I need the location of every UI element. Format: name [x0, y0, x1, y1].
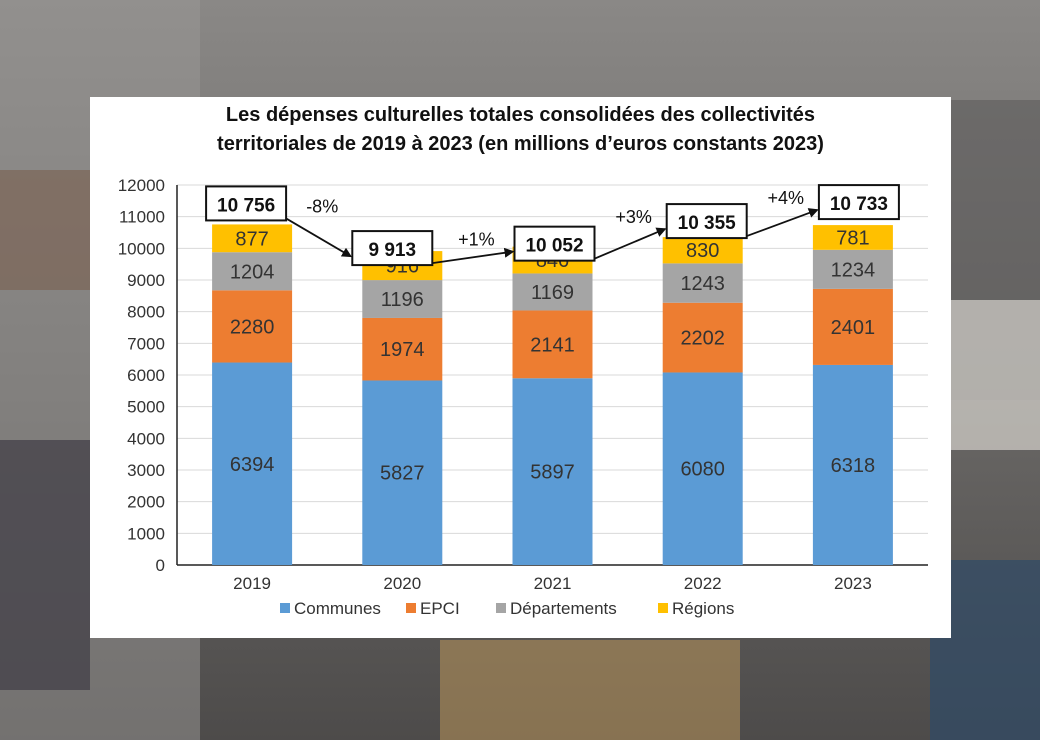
- chart-title-line-2: territoriales de 2019 à 2023 (en million…: [217, 133, 824, 155]
- chart-card: Les dépenses culturelles totales consoli…: [90, 97, 951, 638]
- bar-départements-2020: [362, 280, 443, 318]
- legend-swatch-epci: [406, 603, 416, 613]
- data-label: 6080: [680, 459, 725, 481]
- change-label: +4%: [768, 188, 805, 208]
- total-label: 10 733: [830, 194, 888, 215]
- bar-epci-2019: [212, 290, 293, 363]
- change-arrow: [594, 227, 667, 260]
- bar-régions-2019: [212, 224, 293, 253]
- y-tick-label: 11000: [119, 208, 165, 227]
- bar-epci-2021: [512, 310, 593, 379]
- data-label: 2280: [230, 316, 275, 338]
- bar-régions-2022: [662, 237, 743, 264]
- change-arrow: [432, 247, 515, 264]
- y-tick-label: 6000: [127, 366, 165, 385]
- y-tick-label: 4000: [127, 429, 165, 448]
- data-label: 6318: [831, 455, 876, 477]
- bar-départements-2022: [662, 263, 743, 303]
- data-label: 1169: [531, 282, 574, 304]
- legend-swatch-régions: [658, 603, 668, 613]
- x-tick-label: 2022: [684, 574, 722, 593]
- x-tick-label: 2023: [834, 574, 872, 593]
- bar-epci-2022: [662, 302, 743, 373]
- bar-communes-2023: [812, 364, 893, 565]
- change-label: +1%: [458, 230, 495, 250]
- total-box: [817, 184, 900, 221]
- total-box: [513, 225, 596, 262]
- bar-régions-2023: [812, 225, 893, 250]
- chart-title-line-1: Les dépenses culturelles totales consoli…: [225, 104, 816, 126]
- chart-title: Les dépenses culturelles totales consoli…: [90, 101, 951, 159]
- data-label: 2202: [680, 328, 725, 350]
- bar-communes-2020: [362, 380, 443, 565]
- x-tick-label: 2021: [534, 574, 572, 593]
- bar-départements-2021: [512, 273, 593, 311]
- y-tick-label: 10000: [118, 239, 165, 258]
- legend-swatch-communes: [280, 603, 290, 613]
- bar-communes-2021: [512, 378, 593, 565]
- legend-label: Départements: [510, 599, 617, 618]
- data-label: 1196: [381, 289, 424, 311]
- data-label: 5897: [530, 462, 575, 484]
- data-label: 1974: [380, 339, 425, 361]
- bar-communes-2022: [662, 372, 743, 565]
- data-label: 2401: [831, 317, 876, 339]
- change-arrow: [746, 208, 819, 237]
- data-label: 1243: [680, 273, 725, 295]
- y-tick-label: 12000: [118, 176, 165, 195]
- total-box: [351, 230, 434, 267]
- x-tick-label: 2019: [233, 574, 271, 593]
- y-tick-label: 0: [156, 556, 165, 575]
- data-label: 877: [235, 228, 268, 250]
- total-label: 10 052: [525, 236, 583, 257]
- data-label: 6394: [230, 454, 275, 476]
- total-label: 9 913: [369, 240, 417, 261]
- total-label: 10 355: [678, 213, 737, 234]
- y-tick-label: 5000: [127, 398, 165, 417]
- total-label: 10 756: [217, 195, 275, 216]
- legend-label: Régions: [672, 599, 734, 618]
- data-label: 830: [686, 240, 719, 262]
- legend-label: Communes: [294, 599, 381, 618]
- change-label: -8%: [306, 196, 338, 216]
- y-tick-label: 1000: [127, 524, 165, 543]
- data-label: 2141: [530, 334, 575, 356]
- y-tick-label: 7000: [127, 334, 165, 353]
- bar-epci-2023: [812, 288, 893, 365]
- legend-swatch-départements: [496, 603, 506, 613]
- bar-départements-2023: [812, 249, 893, 289]
- stacked-bar-chart: 0 1000 2000 3000 4000 5000 6000 7000 8000 9000 100…: [118, 176, 928, 618]
- total-box: [665, 203, 748, 240]
- data-label: 1204: [230, 261, 275, 283]
- bar-départements-2019: [212, 252, 293, 291]
- x-tick-label: 2020: [383, 574, 421, 593]
- y-tick-label: 9000: [127, 271, 165, 290]
- y-tick-label: 3000: [127, 461, 165, 480]
- bar-communes-2019: [212, 362, 293, 565]
- change-arrow: [285, 217, 353, 258]
- bar-epci-2020: [362, 317, 443, 381]
- data-label: 5827: [380, 463, 425, 485]
- legend-label: EPCI: [420, 599, 460, 618]
- change-label: +3%: [615, 207, 652, 227]
- total-box: [205, 185, 288, 222]
- data-label: 781: [836, 227, 869, 249]
- data-label: 1234: [831, 259, 876, 281]
- y-tick-label: 8000: [127, 303, 165, 322]
- y-tick-label: 2000: [127, 493, 165, 512]
